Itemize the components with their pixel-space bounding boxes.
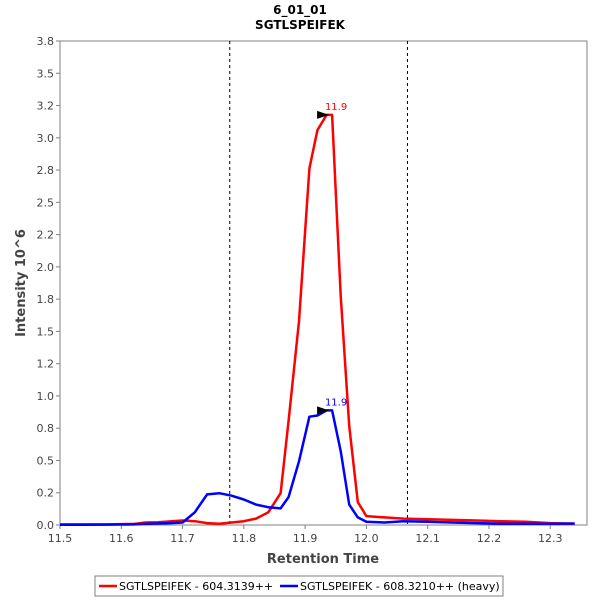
y-tick-label: 3.8 bbox=[37, 35, 55, 48]
legend-box bbox=[94, 575, 504, 597]
y-axis-label: Intensity 10^6 bbox=[14, 229, 29, 337]
peak-label: 11.9 bbox=[325, 102, 347, 113]
y-axis: 0.0 0.2 0.5 0.8 1.0 1.2 1.5 1.8 2.0 2.2 2.5 2.8 3.0 3… bbox=[37, 35, 60, 532]
x-tick-label: 11.8 bbox=[232, 532, 257, 545]
chart-title: 6_01_01 bbox=[273, 3, 327, 18]
y-tick-label: 0.5 bbox=[37, 454, 55, 467]
y-tick-label: 1.0 bbox=[37, 390, 55, 403]
peak-marker bbox=[317, 406, 330, 415]
y-tick-label: 2.5 bbox=[37, 196, 55, 209]
series-line-0 bbox=[60, 113, 575, 526]
x-tick-label: 11.9 bbox=[293, 532, 318, 545]
x-axis: 11.5 11.6 11.7 11.8 11.9 12.0 12.1 12.2 12.3 bbox=[48, 525, 563, 545]
chart-subtitle: SGTLSPEIFEK bbox=[255, 18, 346, 32]
peak-label: 11.9 bbox=[325, 397, 347, 408]
series-line-1 bbox=[60, 409, 575, 526]
y-tick-label: 0.0 bbox=[37, 519, 55, 532]
x-tick-label: 11.7 bbox=[170, 532, 195, 545]
x-tick-label: 11.5 bbox=[48, 532, 73, 545]
y-tick-label: 0.2 bbox=[37, 487, 55, 500]
y-tick-label: 3.0 bbox=[37, 132, 55, 145]
series-group bbox=[60, 113, 575, 526]
legend-label-light: SGTLSPEIFEK - 604.3139++ bbox=[119, 580, 273, 593]
integration-boundaries bbox=[229, 41, 408, 525]
legend: SGTLSPEIFEK - 604.3139++ SGTLSPEIFEK - 6… bbox=[94, 575, 504, 597]
y-tick-label: 0.8 bbox=[37, 422, 55, 435]
y-tick-label: 2.0 bbox=[37, 261, 55, 274]
y-tick-label: 1.5 bbox=[37, 325, 55, 338]
y-tick-label: 3.2 bbox=[37, 100, 55, 113]
y-tick-label: 1.8 bbox=[37, 293, 55, 306]
y-tick-label: 2.2 bbox=[37, 229, 55, 242]
y-tick-label: 3.5 bbox=[37, 67, 55, 80]
x-tick-label: 12.2 bbox=[477, 532, 502, 545]
x-tick-label: 12.1 bbox=[415, 532, 440, 545]
x-axis-label: Retention Time bbox=[267, 552, 379, 567]
y-tick-label: 2.8 bbox=[37, 164, 55, 177]
peak-annotations: 11.9 11.9 bbox=[317, 102, 347, 415]
x-tick-label: 12.3 bbox=[538, 532, 563, 545]
x-tick-label: 12.0 bbox=[354, 532, 379, 545]
legend-label-heavy: SGTLSPEIFEK - 608.3210++ (heavy) bbox=[300, 580, 500, 593]
y-tick-label: 1.2 bbox=[37, 358, 55, 371]
peak-marker bbox=[317, 110, 330, 119]
x-tick-label: 11.6 bbox=[109, 532, 134, 545]
